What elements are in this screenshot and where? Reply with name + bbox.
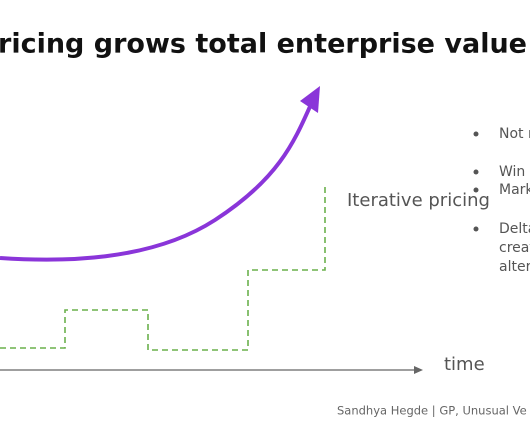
bullet-list: Not r Win Mark Delta creat alter — [473, 126, 530, 275]
bullet-text: alter — [499, 259, 530, 275]
footer: Sandhya Hegde | GP, Unusual Ve — [337, 404, 527, 418]
slide-title: ricing grows total enterprise value not — [0, 29, 530, 60]
bullet-dot — [473, 187, 479, 193]
step-line — [0, 186, 326, 351]
axis-arrowhead — [414, 366, 423, 374]
axis-label: time — [444, 354, 485, 375]
bullet-text: Delta — [499, 221, 530, 237]
bullet-text: Not r — [499, 126, 530, 142]
bullet-text: creat — [499, 240, 530, 256]
curve-label: Iterative pricing — [347, 190, 490, 211]
bullet-dot — [473, 226, 479, 232]
bullet-dot — [473, 169, 479, 175]
bullet-dot — [473, 131, 479, 137]
growth-curve — [0, 101, 314, 262]
curve-arrowhead — [300, 86, 320, 113]
bullet-text: Mark — [499, 182, 530, 198]
bullet-text: Win — [499, 164, 525, 180]
